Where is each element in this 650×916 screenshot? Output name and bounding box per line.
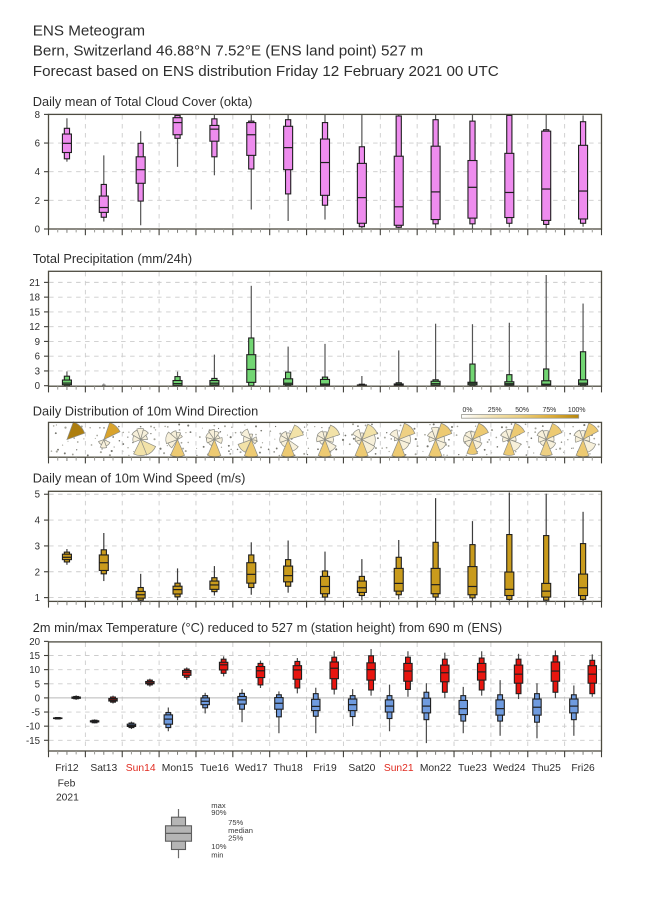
svg-text:Fri26: Fri26	[571, 763, 595, 774]
svg-text:Sun14: Sun14	[126, 763, 156, 774]
svg-text:15: 15	[29, 307, 40, 318]
svg-text:0: 0	[35, 225, 41, 236]
svg-text:4: 4	[35, 516, 41, 527]
svg-text:3: 3	[35, 541, 40, 552]
svg-text:6: 6	[35, 139, 40, 150]
svg-text:Tue16: Tue16	[200, 763, 229, 774]
svg-text:Thu18: Thu18	[274, 763, 303, 774]
svg-text:100%: 100%	[568, 407, 586, 414]
svg-text:Forecast based on ENS distribu: Forecast based on ENS distribution Frida…	[33, 63, 499, 80]
svg-text:15: 15	[29, 651, 40, 662]
svg-text:8: 8	[35, 110, 40, 121]
svg-text:25%: 25%	[228, 834, 243, 843]
svg-text:20: 20	[29, 637, 40, 648]
svg-text:max: max	[211, 801, 226, 810]
svg-text:-15: -15	[26, 736, 40, 747]
svg-text:Bern, Switzerland 46.88°N 7.52: Bern, Switzerland 46.88°N 7.52°E (ENS la…	[33, 43, 423, 60]
svg-text:Sat13: Sat13	[90, 763, 117, 774]
svg-text:Wed17: Wed17	[235, 763, 268, 774]
svg-text:ENS Meteogram: ENS Meteogram	[33, 23, 145, 40]
svg-text:4: 4	[35, 167, 41, 178]
svg-text:Thu25: Thu25	[532, 763, 561, 774]
svg-text:Fri19: Fri19	[313, 763, 337, 774]
svg-text:12: 12	[29, 322, 40, 333]
svg-text:10%: 10%	[211, 842, 226, 851]
svg-text:2021: 2021	[56, 793, 79, 804]
svg-text:6: 6	[35, 352, 40, 363]
svg-text:-5: -5	[31, 708, 40, 719]
svg-text:3: 3	[35, 366, 40, 377]
svg-text:5: 5	[35, 679, 40, 690]
svg-text:Mon22: Mon22	[420, 763, 452, 774]
svg-text:75%: 75%	[543, 407, 557, 414]
svg-text:21: 21	[29, 278, 40, 289]
svg-text:Daily Distribution of 10m Wind: Daily Distribution of 10m Wind Direction	[33, 403, 258, 418]
svg-text:-10: -10	[26, 722, 41, 733]
svg-text:Daily mean of Total Cloud Cove: Daily mean of Total Cloud Cover (okta)	[33, 94, 253, 109]
svg-text:Fri12: Fri12	[55, 763, 79, 774]
svg-text:Sun21: Sun21	[384, 763, 414, 774]
svg-text:min: min	[211, 851, 223, 860]
svg-text:10: 10	[29, 665, 40, 676]
svg-text:Wed24: Wed24	[493, 763, 526, 774]
svg-text:Feb: Feb	[58, 779, 76, 790]
svg-text:0: 0	[35, 381, 41, 392]
svg-text:18: 18	[29, 293, 40, 304]
svg-text:Daily mean of 10m Wind Speed (: Daily mean of 10m Wind Speed (m/s)	[33, 471, 246, 486]
svg-text:median: median	[228, 826, 253, 835]
svg-text:Mon15: Mon15	[162, 763, 194, 774]
svg-text:0%: 0%	[463, 407, 473, 414]
svg-text:2: 2	[35, 196, 40, 207]
svg-text:75%: 75%	[228, 818, 243, 827]
svg-text:1: 1	[35, 593, 40, 604]
svg-text:25%: 25%	[488, 407, 502, 414]
svg-text:9: 9	[35, 337, 40, 348]
svg-text:Sat20: Sat20	[348, 763, 375, 774]
svg-text:50%: 50%	[515, 407, 529, 414]
svg-text:2: 2	[35, 567, 40, 578]
svg-text:0: 0	[35, 693, 41, 704]
svg-text:90%: 90%	[211, 808, 226, 817]
svg-text:5: 5	[35, 490, 40, 501]
svg-text:Tue23: Tue23	[458, 763, 487, 774]
svg-text:2m min/max Temperature (°C) re: 2m min/max Temperature (°C) reduced to 5…	[33, 620, 502, 635]
svg-text:Total Precipitation (mm/24h): Total Precipitation (mm/24h)	[33, 251, 192, 266]
